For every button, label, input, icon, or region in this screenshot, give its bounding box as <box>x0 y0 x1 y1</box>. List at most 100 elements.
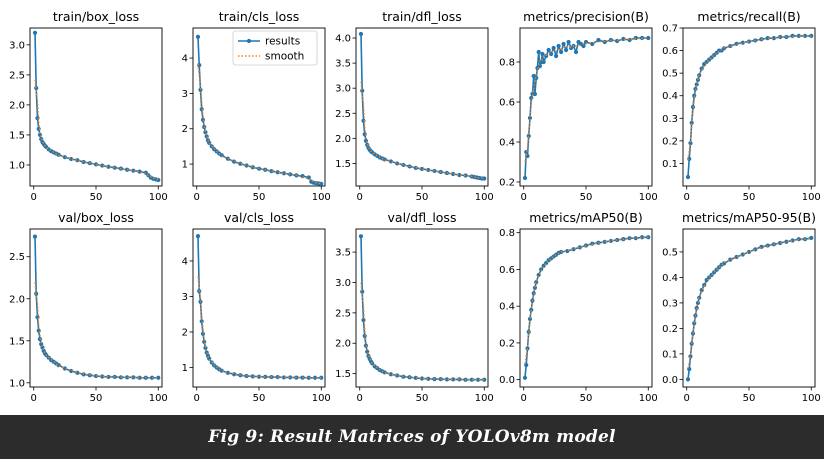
y-tick-label: 0.6 <box>662 46 678 57</box>
results-point <box>275 170 280 175</box>
results-figure: train/box_loss 0 50 100 1.0 1.5 2.0 2.5 3.0 train… <box>0 0 824 415</box>
x-tick-label: 0 <box>194 393 200 404</box>
results-point <box>608 238 614 244</box>
results-point <box>306 375 311 380</box>
results-line <box>197 236 322 379</box>
subplot-train-cls-loss: train/cls_loss 0 50 100 1 2 3 4 results smooth <box>182 9 331 203</box>
results-point <box>451 377 456 382</box>
x-tick-label: 0 <box>521 393 527 404</box>
results-point <box>556 43 561 49</box>
results-point <box>469 377 474 382</box>
y-tick-label: 4 <box>182 256 188 267</box>
y-tick-label: 2.0 <box>335 134 351 145</box>
results-point <box>532 285 538 290</box>
subplot-metrics-map50-95-b-: metrics/mAP50-95(B) 0 50 100 0.0 0.1 0.2 0.3 0.4… <box>662 210 821 404</box>
results-point <box>106 374 111 380</box>
x-tick-label: 50 <box>580 393 593 404</box>
results-point <box>156 375 161 380</box>
caption-bar: Fig 9: Result Matrices of YOLOv8m model <box>0 415 824 459</box>
smooth-line <box>34 282 159 379</box>
y-tick-label: 4.0 <box>335 34 351 45</box>
results-point <box>281 375 287 380</box>
y-tick-label: 2.0 <box>335 339 351 350</box>
x-tick-label: 0 <box>357 393 363 404</box>
results-point <box>546 47 551 53</box>
results-point <box>32 234 38 239</box>
results-point <box>482 176 487 181</box>
y-tick-label: 0.0 <box>662 375 678 386</box>
axes-frame <box>682 27 816 187</box>
x-tick-label: 0 <box>684 393 690 404</box>
results-point <box>281 171 287 176</box>
y-tick-label: 0.8 <box>499 228 515 239</box>
y-tick-label: 0.4 <box>499 138 515 149</box>
y-tick-label: 2.5 <box>9 70 25 81</box>
results-line <box>524 37 649 179</box>
results-point <box>695 77 701 83</box>
x-tick-label: 0 <box>194 192 200 203</box>
results-point <box>577 245 582 250</box>
x-tick-label: 100 <box>802 393 821 404</box>
results-point <box>563 47 569 53</box>
x-tick-label: 50 <box>416 192 429 203</box>
results-line <box>687 237 812 380</box>
y-tick-label: 2.5 <box>335 109 351 120</box>
x-tick-label: 50 <box>253 192 266 203</box>
y-tick-label: 3 <box>182 89 188 100</box>
y-tick-label: 1.5 <box>9 130 25 141</box>
results-point <box>688 354 693 359</box>
figure-caption: Fig 9: Result Matrices of YOLOv8m model <box>208 427 616 447</box>
axes-frame <box>29 228 163 388</box>
results-point <box>784 239 789 244</box>
x-tick-label: 50 <box>416 393 429 404</box>
results-point <box>451 171 456 177</box>
results-point <box>540 51 545 57</box>
y-tick-label: 0.7 <box>662 24 678 35</box>
results-point <box>426 167 431 173</box>
x-tick-label: 50 <box>253 393 266 404</box>
y-tick-label: 0.1 <box>662 159 678 170</box>
y-tick-label: 3.5 <box>335 59 351 70</box>
x-tick-label: 0 <box>31 192 37 203</box>
x-tick-label: 100 <box>475 393 494 404</box>
y-tick-label: 1.5 <box>335 159 351 170</box>
y-tick-label: 0.2 <box>499 338 515 349</box>
y-tick-label: 0.5 <box>662 69 678 80</box>
subplot-title: val/cls_loss <box>224 210 294 225</box>
results-point <box>419 376 425 381</box>
subplot-title: train/box_loss <box>53 9 139 24</box>
results-point <box>596 37 601 43</box>
results-point <box>558 49 564 55</box>
smooth-line <box>360 81 485 179</box>
results-point <box>734 254 739 260</box>
results-point <box>131 375 136 380</box>
y-tick-label: 3.0 <box>335 278 351 289</box>
y-tick-label: 2.0 <box>9 294 25 305</box>
subplot-title: metrics/mAP50-95(B) <box>682 210 816 225</box>
x-tick-label: 100 <box>802 192 821 203</box>
subplot-title: train/cls_loss <box>219 9 300 24</box>
results-point <box>522 175 528 181</box>
results-point <box>207 140 212 145</box>
results-point <box>231 159 237 164</box>
results-point <box>728 257 733 262</box>
results-line <box>34 32 159 181</box>
results-point <box>689 120 694 125</box>
results-point <box>529 307 534 312</box>
y-tick-label: 0.8 <box>499 58 515 69</box>
x-tick-label: 100 <box>312 192 331 203</box>
subplot-train-box-loss: train/box_loss 0 50 100 1.0 1.5 2.0 2.5 3.0 <box>9 9 168 203</box>
y-tick-label: 1.5 <box>9 336 25 347</box>
subplot-metrics-precision-b-: metrics/precision(B) 0 50 100 0.2 0.4 0.6 0.8 <box>499 9 658 203</box>
results-point <box>56 152 61 157</box>
results-point <box>615 38 620 44</box>
results-point <box>312 375 318 380</box>
results-point <box>463 173 468 178</box>
results-point <box>633 236 638 241</box>
x-tick-label: 0 <box>684 192 690 203</box>
y-tick-label: 1.0 <box>9 378 25 389</box>
results-point <box>62 155 67 160</box>
results-point <box>426 376 431 381</box>
results-point <box>203 345 208 351</box>
x-tick-label: 50 <box>743 192 756 203</box>
